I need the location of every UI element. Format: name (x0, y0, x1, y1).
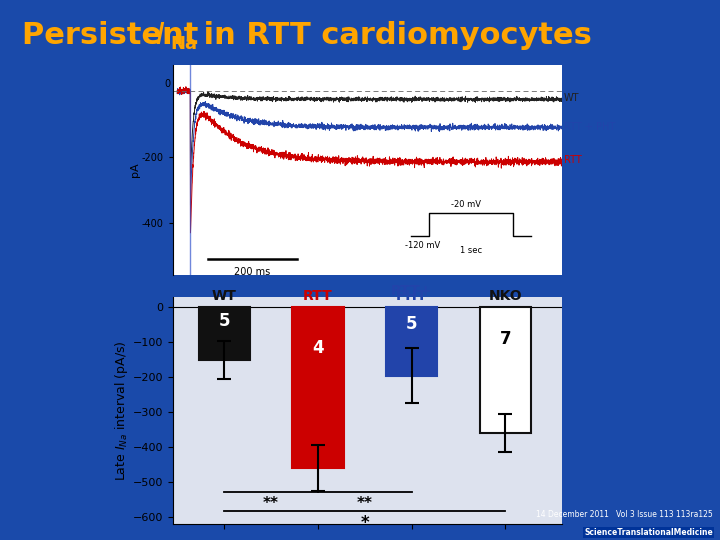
Text: RTT: RTT (303, 288, 333, 302)
Text: 1 sec: 1 sec (460, 246, 482, 255)
Text: 5: 5 (219, 312, 230, 329)
Text: 200 ms: 200 ms (234, 267, 271, 277)
Text: **: ** (357, 496, 373, 511)
Text: 14 December 2011   Vol 3 Issue 113 113ra125: 14 December 2011 Vol 3 Issue 113 113ra12… (536, 510, 713, 519)
Y-axis label: Late $I_{Na}$ interval (pA/s): Late $I_{Na}$ interval (pA/s) (113, 340, 130, 481)
Text: -120 mV: -120 mV (405, 241, 440, 250)
Text: PHT: PHT (396, 288, 428, 302)
Text: **: ** (264, 496, 279, 511)
Text: RTT + PHT: RTT + PHT (564, 123, 615, 132)
Text: *: * (361, 515, 369, 532)
Text: Persistent: Persistent (22, 21, 209, 50)
Text: WT: WT (212, 288, 237, 302)
Bar (292, 307, 343, 468)
Text: $\mathit{I}$: $\mathit{I}$ (155, 21, 165, 50)
Text: -20 mV: -20 mV (451, 200, 481, 209)
Y-axis label: pA: pA (130, 163, 140, 178)
Bar (480, 307, 531, 433)
Bar (386, 307, 438, 375)
Text: RTT+: RTT+ (391, 285, 433, 299)
Text: in RTT cardiomyocytes: in RTT cardiomyocytes (193, 21, 592, 50)
Text: 5: 5 (406, 315, 418, 334)
Text: 7: 7 (500, 330, 511, 348)
Text: Na: Na (171, 35, 197, 53)
Text: ScienceTranslationalMedicine: ScienceTranslationalMedicine (584, 528, 713, 537)
Text: WT: WT (564, 93, 580, 103)
Text: 4: 4 (312, 339, 324, 356)
Bar (199, 307, 250, 360)
Text: 0: 0 (164, 79, 171, 90)
Text: RTT: RTT (564, 155, 582, 165)
Text: NKO: NKO (489, 288, 522, 302)
